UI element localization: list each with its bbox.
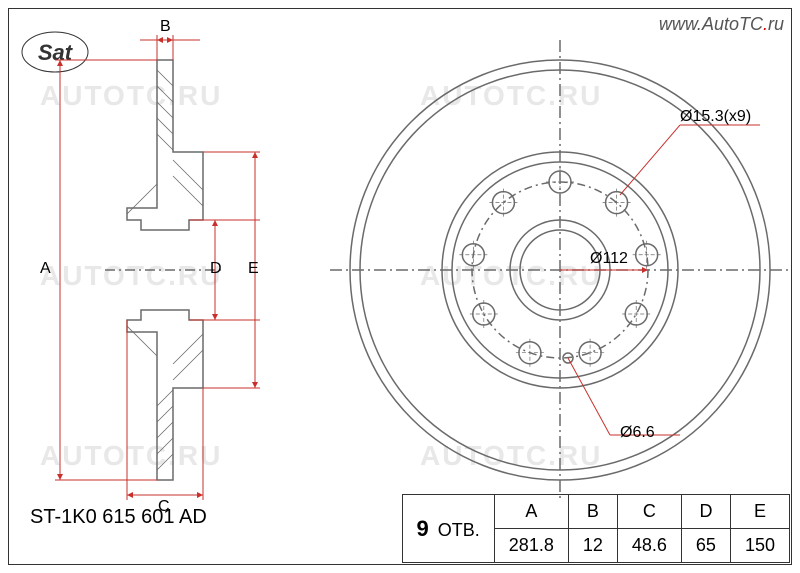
pcd-annotation: Ø112 xyxy=(590,250,628,268)
dim-e-label: E xyxy=(248,260,259,278)
col-c: C xyxy=(617,495,681,529)
val-c: 48.6 xyxy=(617,529,681,563)
dim-b-label: B xyxy=(160,18,171,36)
col-d: D xyxy=(681,495,730,529)
dim-d-label: D xyxy=(210,260,222,278)
val-e: 150 xyxy=(730,529,789,563)
dimension-table: 9 ОТВ. A B C D E 281.8 12 48.6 65 150 xyxy=(402,494,790,563)
val-a: 281.8 xyxy=(494,529,568,563)
small-hole-annotation: Ø6.6 xyxy=(620,424,655,442)
col-e: E xyxy=(730,495,789,529)
bolt-hole-annotation: Ø15.3(x9) xyxy=(680,108,751,126)
hole-cell: 9 ОТВ. xyxy=(402,495,494,563)
val-b: 12 xyxy=(568,529,617,563)
hole-count: 9 xyxy=(417,516,433,541)
val-d: 65 xyxy=(681,529,730,563)
part-number: ST-1K0 615 601 AD xyxy=(30,506,207,529)
col-b: B xyxy=(568,495,617,529)
hole-label: ОТВ. xyxy=(438,520,480,540)
technical-drawing xyxy=(0,0,800,573)
dim-a-label: A xyxy=(40,260,51,278)
col-a: A xyxy=(494,495,568,529)
